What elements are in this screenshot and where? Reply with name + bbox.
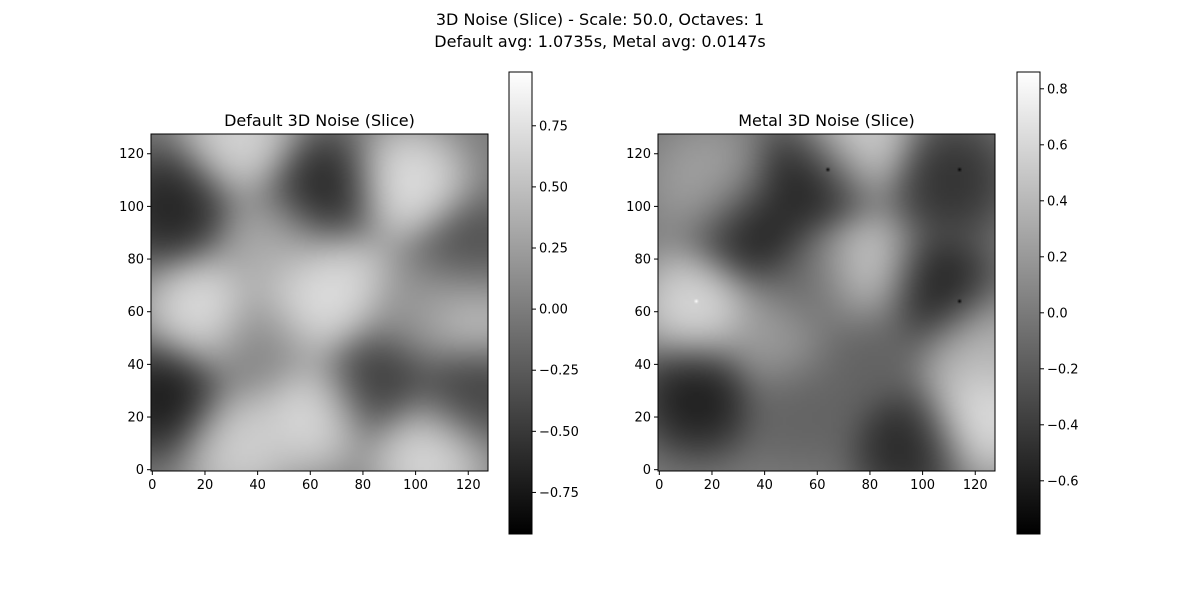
colorbar-tick-label: 0.4: [1047, 194, 1068, 209]
colorbar-tick-label: −0.50: [539, 425, 579, 440]
colorbar-tick-label: 0.6: [1047, 138, 1068, 153]
x-tick-label: 20: [704, 478, 721, 493]
heatmap-image: [151, 134, 488, 471]
subplot-title: Default 3D Noise (Slice): [224, 111, 415, 130]
x-tick-label: 120: [963, 478, 988, 493]
x-tick-label: 40: [249, 478, 266, 493]
y-tick-label: 80: [634, 253, 651, 268]
x-tick-label: 0: [655, 478, 663, 493]
colorbar-tick-label: −0.75: [539, 486, 579, 501]
y-tick-label: 80: [127, 253, 144, 268]
colorbar-gradient: [509, 72, 532, 534]
y-tick-label: 40: [127, 358, 144, 373]
colorbar-frame: [1016, 71, 1041, 535]
y-tick-label: 120: [626, 147, 651, 162]
y-tick-label: 100: [119, 200, 144, 215]
subplot-title: Metal 3D Noise (Slice): [738, 111, 914, 130]
y-tick-label: 40: [634, 358, 651, 373]
y-tick-label: 20: [634, 411, 651, 426]
colorbar-tick-label: −0.4: [1047, 418, 1079, 433]
x-tick-label: 60: [809, 478, 826, 493]
heatmap-image: [658, 134, 995, 471]
x-tick-label: 40: [756, 478, 773, 493]
colorbar-tick-label: 0.0: [1047, 306, 1068, 321]
axes-frame: [150, 133, 489, 472]
axes-frame: [657, 133, 996, 472]
y-tick-label: 20: [127, 411, 144, 426]
x-tick-label: 80: [355, 478, 372, 493]
colorbar-tick-label: 0.75: [539, 119, 568, 134]
y-tick-label: 60: [127, 305, 144, 320]
colorbar-tick-label: 0.2: [1047, 250, 1068, 265]
x-tick-label: 120: [456, 478, 481, 493]
suptitle-line-1: 3D Noise (Slice) - Scale: 50.0, Octaves:…: [435, 10, 765, 29]
y-tick-label: 0: [136, 463, 144, 478]
colorbar-tick-label: 0.8: [1047, 82, 1068, 97]
colorbar-tick-label: −0.25: [539, 364, 579, 379]
x-tick-label: 60: [302, 478, 319, 493]
y-tick-label: 0: [643, 463, 651, 478]
figure-suptitle: 3D Noise (Slice) - Scale: 50.0, Octaves:…: [0, 9, 1200, 53]
colorbar-frame: [508, 71, 533, 535]
x-tick-label: 20: [197, 478, 214, 493]
x-tick-label: 0: [148, 478, 156, 493]
colorbar-tick-label: −0.6: [1047, 474, 1079, 489]
x-tick-label: 100: [910, 478, 935, 493]
x-tick-label: 80: [862, 478, 879, 493]
y-tick-label: 100: [626, 200, 651, 215]
colorbar-tick-label: 0.25: [539, 242, 568, 257]
suptitle-line-2: Default avg: 1.0735s, Metal avg: 0.0147s: [434, 32, 766, 51]
x-tick-label: 100: [403, 478, 428, 493]
colorbar-gradient: [1017, 72, 1040, 534]
colorbar-tick-label: −0.2: [1047, 362, 1079, 377]
colorbar-tick-label: 0.00: [539, 303, 568, 318]
y-tick-label: 60: [634, 305, 651, 320]
y-tick-label: 120: [119, 147, 144, 162]
subplot-2: Metal 3D Noise (Slice) 0 20 40 60 80 100 120 0 20…: [626, 71, 1079, 535]
colorbar-tick-label: 0.50: [539, 180, 568, 195]
subplot-1: Default 3D Noise (Slice) 0 20 40 60 80 100 120 0…: [119, 71, 579, 535]
